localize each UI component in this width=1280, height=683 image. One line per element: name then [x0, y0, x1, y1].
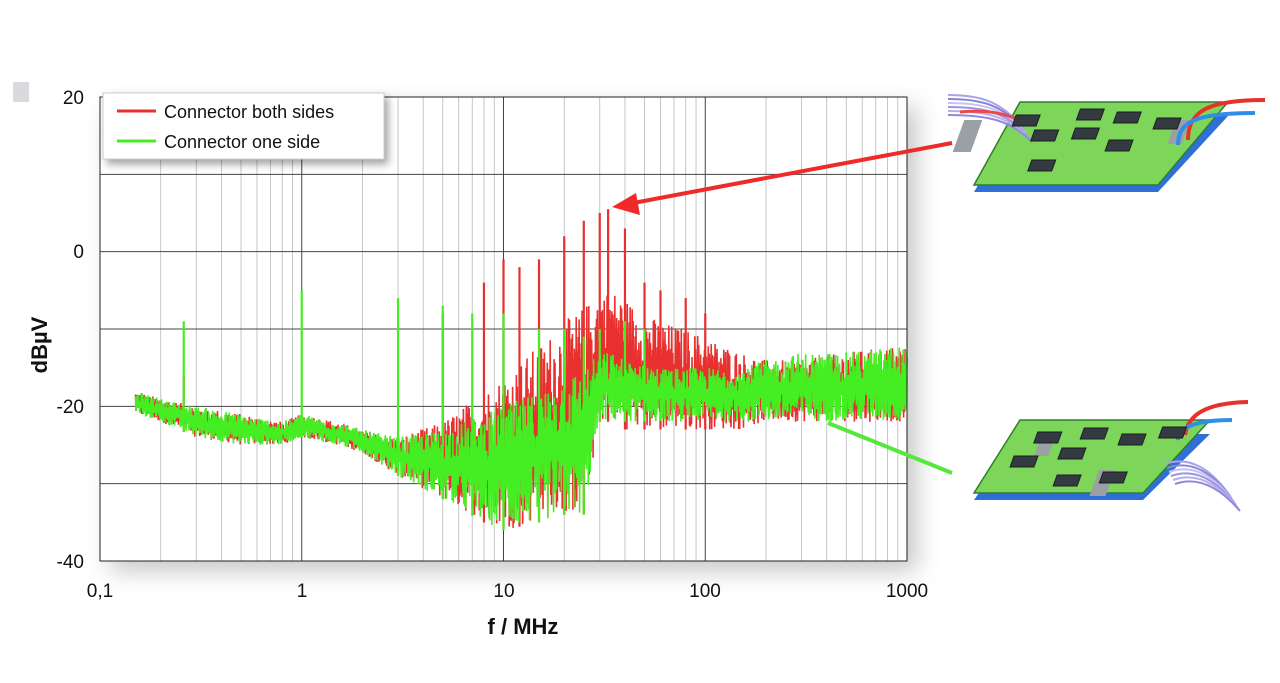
plot-frame	[99, 96, 908, 562]
legend-box	[102, 92, 385, 160]
x-tick-label: 10	[493, 581, 514, 602]
y-tick-label: -20	[57, 397, 84, 418]
legend-label-one-side: Connector one side	[164, 132, 320, 152]
series-layer	[134, 209, 908, 531]
x-axis-title: f / MHz	[488, 614, 559, 639]
ic-chips	[1011, 108, 1182, 172]
cable-red-right	[1186, 98, 1266, 141]
legend: Connector both sides Connector one side	[102, 92, 385, 160]
x-tick-label: 100	[689, 581, 721, 602]
pcb-illustration-both-sides	[947, 94, 1266, 192]
plot-area	[99, 96, 908, 562]
corner-marker	[13, 82, 29, 102]
pcb-board	[972, 419, 1212, 494]
callout-line-green	[827, 421, 953, 475]
y-tick-label: 0	[73, 242, 84, 263]
cable-bundle-front	[1164, 460, 1241, 512]
y-axis-title: dBµV	[27, 316, 52, 373]
x-axis-ticks: 0,1 1 10 100 1000	[87, 581, 928, 602]
series-line	[134, 347, 908, 526]
callout-line-red	[627, 141, 953, 206]
x-tick-label: 1	[297, 581, 308, 602]
x-tick-label: 1000	[886, 581, 928, 602]
series-1	[134, 290, 908, 531]
connector-left	[952, 120, 983, 152]
y-axis-ticks: -40 -20 0 20	[57, 88, 84, 573]
y-tick-label: -40	[57, 552, 84, 573]
legend-label-both-sides: Connector both sides	[164, 102, 334, 122]
x-tick-label: 0,1	[87, 581, 113, 602]
arrowhead-red	[612, 193, 640, 215]
y-tick-label: 20	[63, 88, 84, 109]
callout-arrow-both-sides	[612, 141, 953, 215]
pcb-illustration-one-side	[972, 400, 1249, 512]
ic-chips	[1009, 426, 1188, 487]
cable-blue-right	[1176, 111, 1256, 146]
